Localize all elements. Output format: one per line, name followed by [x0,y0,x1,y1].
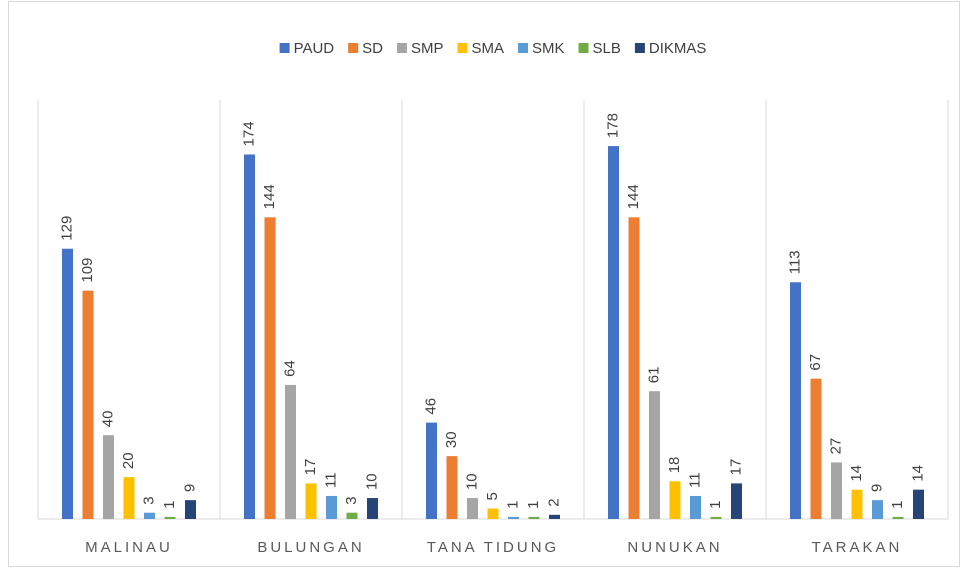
bar [487,508,499,519]
bar [690,495,701,519]
bar [731,483,742,519]
bar [144,512,155,519]
data-label: 174 [240,121,257,146]
bar [528,516,540,519]
bar [892,516,904,519]
x-tick-label: TARAKAN [812,539,903,556]
bar [628,217,640,519]
bar [810,378,822,519]
bar [244,154,255,519]
data-label: 9 [181,484,198,492]
bar [913,489,924,519]
data-label: 20 [120,452,137,469]
bar [446,456,458,519]
data-label: 5 [484,492,501,500]
legend-label: SMP [411,40,444,57]
data-label: 14 [848,465,865,482]
legend-label: SLB [593,40,621,57]
bar [62,248,73,519]
data-label: 64 [281,360,298,377]
data-label: 1 [889,501,906,509]
bar [872,500,883,519]
bar [669,481,681,519]
data-label: 144 [261,184,278,209]
legend-label: SD [362,40,383,57]
bar [123,477,135,519]
data-label: 1 [707,501,724,509]
data-label: 1 [504,501,521,509]
bar [82,290,94,519]
data-label: 18 [666,457,683,474]
bar [426,422,437,519]
bar [508,516,519,519]
data-label: 129 [58,216,75,241]
bar [467,498,478,519]
bar [285,384,296,519]
x-tick-label: MALINAU [85,539,173,556]
data-label: 11 [686,472,703,488]
data-label: 9 [868,484,885,492]
data-label: 67 [807,354,824,371]
x-tick-label: NUNUKAN [627,539,722,556]
legend-swatch [279,43,290,53]
legend-swatch [518,43,529,53]
data-label: 2 [545,498,562,506]
x-tick-label: BULUNGAN [257,539,364,556]
data-label: 10 [363,473,380,490]
data-label: 46 [422,398,439,415]
data-label: 40 [99,411,116,428]
data-label: 3 [140,496,157,504]
data-label: 178 [604,113,621,138]
x-tick-label: TANA TIDUNG [427,539,559,556]
data-label: 17 [302,459,319,476]
data-label: 27 [827,438,844,455]
data-label: 10 [463,473,480,490]
data-label: 61 [645,367,662,384]
legend-swatch [348,43,359,53]
bar [185,500,196,519]
data-label: 17 [727,459,744,476]
bar [305,483,317,519]
data-label: 1 [525,501,542,509]
legend-label: PAUD [294,40,335,57]
legend-label: SMK [532,40,565,57]
bar [264,217,276,519]
data-label: 11 [322,472,339,488]
bar [164,516,176,519]
bar [103,435,114,519]
bar [710,516,722,519]
legend-label: DIKMAS [649,40,707,57]
data-label: 144 [625,184,642,209]
bar [367,498,378,519]
data-label: 30 [443,431,460,448]
legend-swatch [396,43,407,53]
bar [831,462,842,519]
bar [326,495,337,519]
data-label: 109 [79,258,96,283]
bar [790,282,801,519]
bar [649,391,660,519]
legend-label: SMA [472,40,505,57]
bar [346,512,358,519]
legend-swatch [457,43,468,53]
data-label: 3 [343,496,360,504]
bar [608,146,619,519]
bar [851,489,863,519]
data-label: 14 [909,465,926,482]
data-label: 1 [161,501,178,509]
data-label: 113 [786,250,803,274]
legend-swatch [578,43,589,53]
bar [549,514,560,519]
legend-swatch [634,43,645,53]
